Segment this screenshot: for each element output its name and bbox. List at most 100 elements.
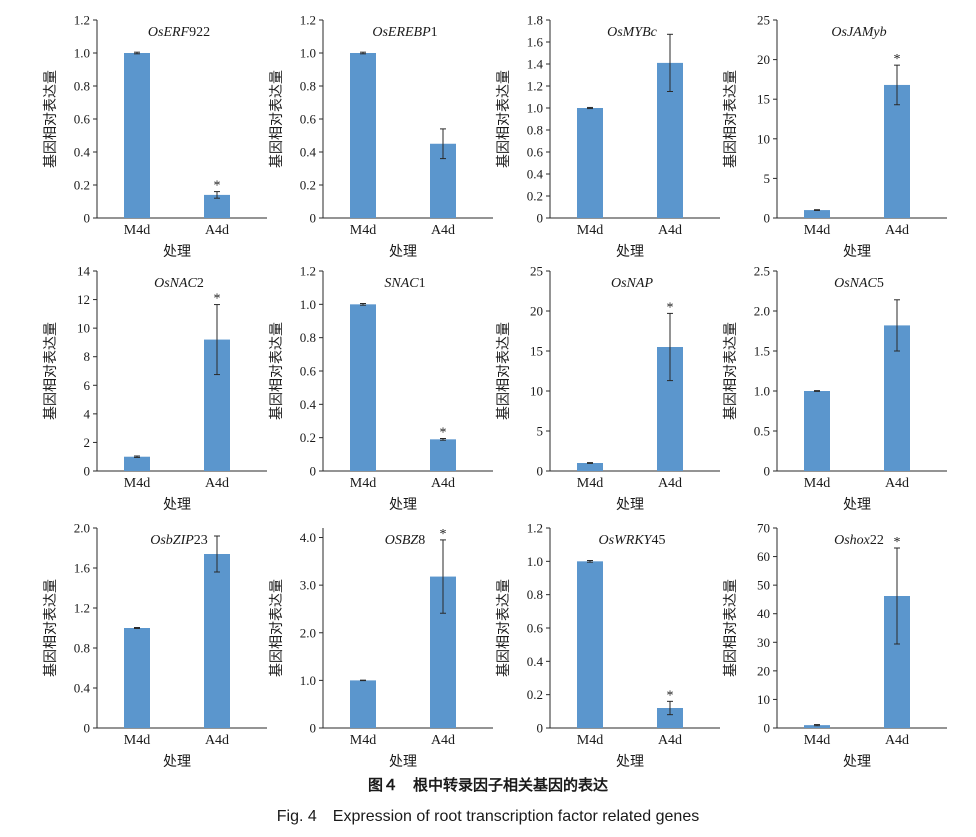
chart-10-title: OSBZ8 — [385, 533, 425, 548]
chart-2-y-tick-label-4: 0.8 — [300, 79, 316, 94]
chart-2-x-label: 处理 — [389, 244, 417, 260]
chart-11-y-tick-label-0: 0 — [537, 721, 544, 736]
chart-12-y-tick-label-0: 0 — [764, 721, 771, 736]
chart-8-title-suffix: 5 — [877, 276, 884, 291]
chart-5-title: OsNAC2 — [154, 276, 204, 291]
chart-3-bar-M4d — [577, 108, 603, 218]
chart-6-y-tick-label-4: 0.8 — [300, 330, 316, 345]
chart-2-y-tick-label-1: 0.2 — [300, 178, 316, 193]
chart-3-category-label-M4d: M4d — [577, 223, 603, 238]
chart-9-y-tick-label-4: 1.6 — [74, 561, 91, 576]
chart-10-y-tick-label-4: 4.0 — [300, 530, 316, 545]
chart-5-y-label: 基因相对表达量 — [42, 322, 59, 420]
chart-5-y-tick-label-4: 8 — [84, 349, 91, 364]
chart-12-y-tick-label-5: 50 — [757, 578, 770, 593]
chart-11-y-label: 基因相对表达量 — [495, 579, 512, 677]
chart-7: 0 5 10 15 20 25 M4d * A4d 处理 基因相对表达量 OsNAP — [495, 264, 720, 513]
chart-3-title: OsMYBc — [607, 25, 658, 40]
chart-3: 0 0.2 0.4 0.6 0.8 1.0 1.2 1.4 1.6 1.8 M4d A4d 处理 基因相对… — [495, 13, 720, 260]
chart-1-category-label-M4d: M4d — [124, 223, 150, 238]
chart-3-y-tick-label-1: 0.2 — [527, 189, 543, 204]
chart-4-y-tick-label-4: 20 — [757, 52, 770, 67]
chart-9-bar-A4d — [204, 554, 230, 728]
chart-7-y-label: 基因相对表达量 — [495, 322, 512, 420]
chart-10-y-tick-label-0: 0 — [310, 721, 317, 736]
chart-8-y-tick-label-3: 1.5 — [754, 344, 770, 359]
chart-12-y-label: 基因相对表达量 — [722, 579, 739, 677]
chart-6-y-tick-label-0: 0 — [310, 464, 317, 479]
chart-7-y-tick-label-5: 25 — [530, 264, 543, 279]
figure-charts: 00.20.40.60.81.01.2M4d*A4d处理基因相对表达量OsERF… — [42, 13, 947, 770]
chart-11-y-tick-label-4: 0.8 — [527, 587, 543, 602]
chart-5-x-label: 处理 — [163, 497, 191, 513]
chart-11-title-gene: OsWRKY — [599, 533, 654, 548]
chart-1-x-label: 处理 — [163, 244, 191, 260]
chart-1-y-tick-label-2: 0.4 — [74, 145, 91, 160]
chart-12-title: Oshox22 — [834, 533, 884, 548]
chart-1-y-label: 基因相对表达量 — [42, 70, 59, 168]
chart-3-y-tick-label-3: 0.6 — [527, 145, 544, 160]
chart-3-y-tick-label-5: 1.0 — [527, 101, 543, 116]
chart-8-y-label: 基因相对表达量 — [722, 322, 739, 420]
chart-6-title-gene: SNAC — [384, 276, 419, 291]
chart-2-bar-M4d — [350, 53, 376, 218]
chart-6-category-label-A4d: A4d — [431, 476, 455, 491]
chart-6-significance-A4d: * — [440, 426, 447, 441]
chart-9-bar-M4d — [124, 628, 150, 728]
chart-1-y-tick-label-5: 1.0 — [74, 46, 90, 61]
chart-4-y-tick-label-1: 5 — [764, 171, 771, 186]
chart-11-significance-A4d: * — [667, 688, 674, 703]
chart-4-y-tick-label-2: 10 — [757, 131, 770, 146]
chart-6-category-label-M4d: M4d — [350, 476, 376, 491]
chart-8-x-label: 处理 — [843, 497, 871, 513]
chart-12-category-label-M4d: M4d — [804, 733, 830, 748]
chart-4-significance-A4d: * — [894, 52, 901, 67]
chart-2-y-tick-label-2: 0.4 — [300, 145, 317, 160]
chart-9-x-label: 处理 — [163, 754, 191, 770]
chart-5-y-tick-label-2: 4 — [84, 406, 91, 421]
chart-10-x-label: 处理 — [389, 754, 417, 770]
chart-8-bar-M4d — [804, 391, 830, 471]
chart-7-category-label-M4d: M4d — [577, 476, 603, 491]
chart-4-y-label: 基因相对表达量 — [722, 70, 739, 168]
chart-10-title-suffix: 8 — [418, 533, 425, 548]
chart-12-bar-M4d — [804, 725, 830, 728]
chart-3-category-label-A4d: A4d — [658, 223, 682, 238]
chart-10-y-tick-label-1: 1.0 — [300, 673, 316, 688]
chart-1-y-tick-label-3: 0.6 — [74, 112, 91, 127]
chart-5-y-tick-label-1: 2 — [84, 435, 91, 450]
chart-3-y-tick-label-0: 0 — [537, 211, 544, 226]
chart-9-y-tick-label-5: 2.0 — [74, 521, 90, 536]
figure-caption-chinese: 图４ 根中转录因子相关基因的表达 — [367, 776, 608, 794]
chart-8-y-tick-label-4: 2.0 — [754, 304, 770, 319]
chart-7-x-label: 处理 — [616, 497, 644, 513]
chart-5-title-gene: OsNAC — [154, 276, 197, 291]
chart-6-y-tick-label-3: 0.6 — [300, 364, 317, 379]
chart-12-x-label: 处理 — [843, 754, 871, 770]
chart-4: 0 5 10 15 20 25 M4d * A4d 处理 基因相对表达量 OsJAMyb — [722, 13, 947, 260]
chart-3-y-tick-label-9: 1.8 — [527, 13, 543, 28]
chart-2-title-suffix: 1 — [431, 25, 438, 40]
chart-9-y-tick-label-2: 0.8 — [74, 641, 90, 656]
chart-7-title-gene: OsNAP — [611, 276, 653, 291]
chart-11-bar-M4d — [577, 561, 603, 728]
chart-1-title: OsERF922 — [148, 25, 210, 40]
chart-2-y-tick-label-3: 0.6 — [300, 112, 317, 127]
chart-12-y-tick-label-6: 60 — [757, 549, 770, 564]
chart-12-y-tick-label-2: 20 — [757, 663, 770, 678]
chart-6-y-label: 基因相对表达量 — [268, 322, 285, 420]
chart-1-significance-A4d: * — [214, 179, 221, 194]
chart-5-bar-M4d — [124, 456, 150, 471]
chart-4-y-tick-label-5: 25 — [757, 13, 770, 28]
chart-11-title-suffix: 45 — [651, 533, 665, 548]
chart-6-y-tick-label-1: 0.2 — [300, 430, 316, 445]
chart-2-category-label-M4d: M4d — [350, 223, 376, 238]
chart-11-bar-A4d — [657, 708, 683, 728]
chart-1-y-tick-label-6: 1.2 — [74, 13, 90, 28]
chart-11-y-tick-label-6: 1.2 — [527, 521, 543, 536]
chart-10-y-label: 基因相对表达量 — [268, 579, 285, 677]
chart-11-y-tick-label-1: 0.2 — [527, 687, 543, 702]
chart-6-title: SNAC1 — [384, 276, 425, 291]
chart-9-y-tick-label-3: 1.2 — [74, 601, 90, 616]
chart-5-category-label-A4d: A4d — [205, 476, 229, 491]
